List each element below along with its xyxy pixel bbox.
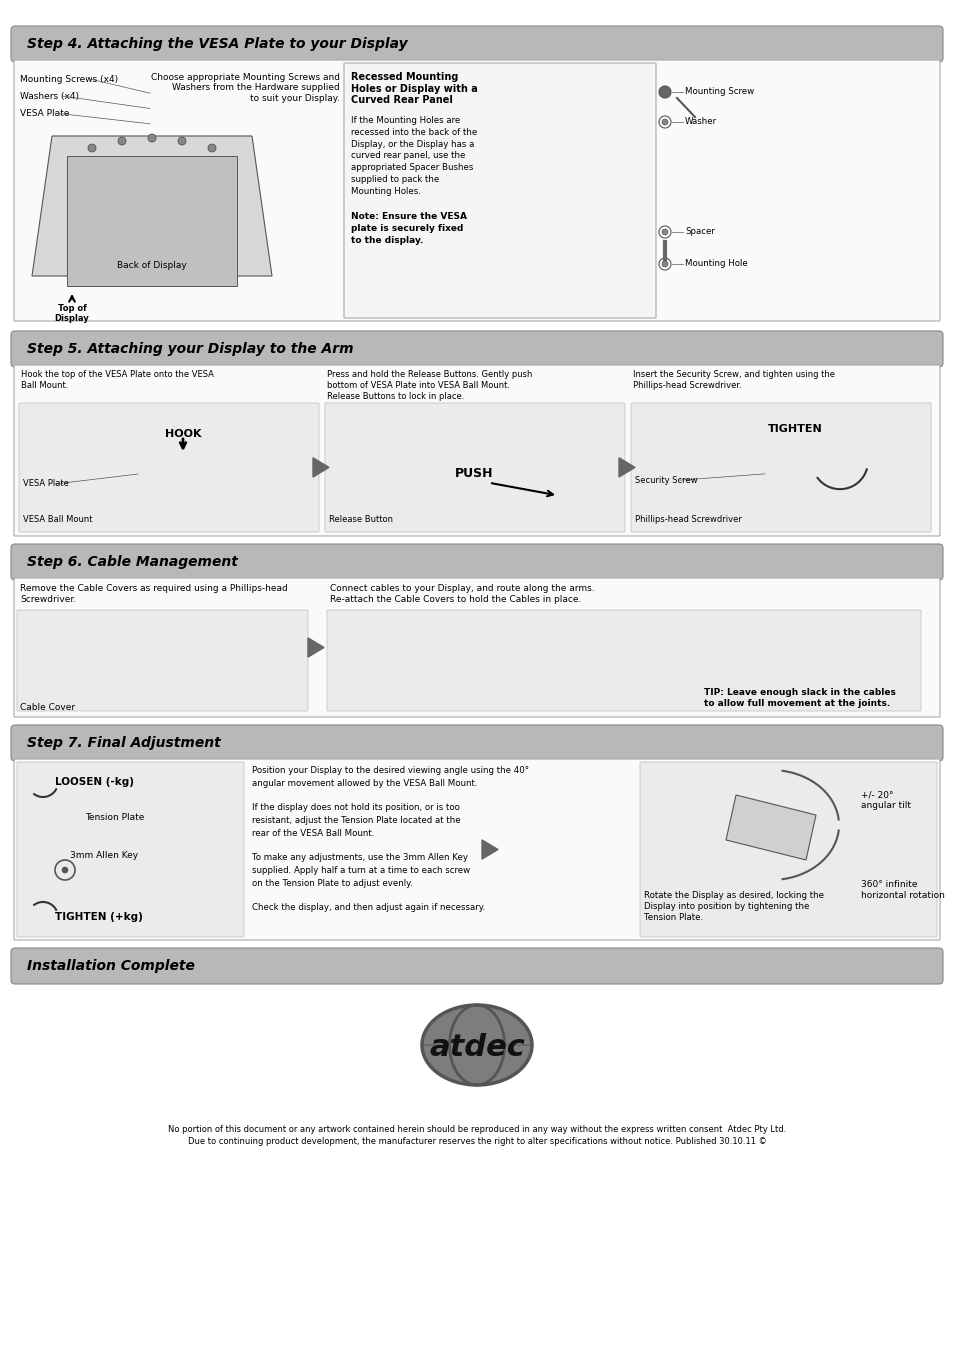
Text: Insert the Security Screw, and tighten using the
Phillips-head Screwdriver.: Insert the Security Screw, and tighten u… [633, 370, 834, 390]
FancyBboxPatch shape [344, 63, 656, 319]
Text: Step 4. Attaching the VESA Plate to your Display: Step 4. Attaching the VESA Plate to your… [27, 36, 407, 51]
Text: PUSH: PUSH [455, 467, 493, 481]
Text: TIGHTEN (+kg): TIGHTEN (+kg) [55, 913, 143, 922]
Text: Mounting Hole: Mounting Hole [684, 259, 747, 269]
FancyBboxPatch shape [14, 59, 939, 321]
Text: Position your Display to the desired viewing angle using the 40°
angular movemen: Position your Display to the desired vie… [252, 765, 529, 913]
Text: Recessed Mounting
Holes or Display with a
Curved Rear Panel: Recessed Mounting Holes or Display with … [351, 72, 477, 105]
Text: +/- 20°
angular tilt: +/- 20° angular tilt [861, 790, 910, 810]
Text: Connect cables to your Display, and route along the arms.
Re-attach the Cable Co: Connect cables to your Display, and rout… [330, 585, 594, 603]
Text: Step 6. Cable Management: Step 6. Cable Management [27, 555, 237, 568]
Text: Press and hold the Release Buttons. Gently push
bottom of VESA Plate into VESA B: Press and hold the Release Buttons. Gent… [327, 370, 532, 401]
Text: Top of
Display: Top of Display [54, 304, 90, 324]
Circle shape [659, 116, 670, 128]
FancyBboxPatch shape [11, 725, 942, 761]
Text: HOOK: HOOK [165, 429, 201, 439]
Text: Phillips-head Screwdriver: Phillips-head Screwdriver [635, 514, 741, 524]
Polygon shape [618, 458, 635, 477]
Text: Step 5. Attaching your Display to the Arm: Step 5. Attaching your Display to the Ar… [27, 342, 354, 356]
Text: LOOSEN (-kg): LOOSEN (-kg) [55, 778, 133, 787]
Text: VESA Ball Mount: VESA Ball Mount [23, 514, 92, 524]
Text: Security Screw: Security Screw [635, 475, 697, 485]
FancyBboxPatch shape [14, 759, 939, 940]
FancyBboxPatch shape [327, 610, 920, 711]
Text: Tension Plate: Tension Plate [85, 814, 144, 822]
Text: 3mm Allen Key: 3mm Allen Key [70, 850, 138, 860]
Text: Installation Complete: Installation Complete [27, 958, 194, 973]
Polygon shape [421, 1004, 532, 1085]
Text: Cable Cover: Cable Cover [20, 703, 75, 713]
Polygon shape [67, 157, 236, 286]
Circle shape [208, 144, 215, 153]
Text: Release Button: Release Button [329, 514, 393, 524]
Polygon shape [313, 458, 329, 477]
Circle shape [659, 225, 670, 238]
Circle shape [62, 867, 68, 873]
FancyBboxPatch shape [11, 948, 942, 984]
FancyBboxPatch shape [14, 578, 939, 717]
Text: Spacer: Spacer [684, 228, 714, 236]
Polygon shape [32, 136, 272, 275]
Circle shape [88, 144, 96, 153]
Circle shape [118, 136, 126, 144]
FancyBboxPatch shape [11, 544, 942, 580]
Text: Back of Display: Back of Display [117, 262, 187, 270]
FancyBboxPatch shape [17, 761, 244, 937]
Polygon shape [308, 639, 324, 657]
Text: VESA Plate: VESA Plate [20, 108, 70, 117]
FancyBboxPatch shape [19, 404, 318, 532]
Circle shape [659, 258, 670, 270]
Polygon shape [421, 1004, 532, 1045]
Text: No portion of this document or any artwork contained herein should be reproduced: No portion of this document or any artwo… [168, 1125, 785, 1146]
Circle shape [661, 230, 667, 235]
FancyBboxPatch shape [17, 610, 308, 711]
Text: Step 7. Final Adjustment: Step 7. Final Adjustment [27, 736, 220, 751]
Circle shape [661, 261, 667, 267]
Polygon shape [481, 840, 497, 859]
Text: Choose appropriate Mounting Screws and
Washers from the Hardware supplied
to sui: Choose appropriate Mounting Screws and W… [151, 73, 339, 103]
Text: Remove the Cable Covers as required using a Phillips-head
Screwdriver.: Remove the Cable Covers as required usin… [20, 585, 288, 603]
Text: atdec: atdec [429, 1034, 524, 1062]
Text: VESA Plate: VESA Plate [23, 479, 69, 489]
Text: TIP: Leave enough slack in the cables
to allow full movement at the joints.: TIP: Leave enough slack in the cables to… [703, 688, 895, 709]
FancyBboxPatch shape [11, 331, 942, 367]
FancyBboxPatch shape [11, 26, 942, 62]
Text: Note: Ensure the VESA
plate is securely fixed
to the display.: Note: Ensure the VESA plate is securely … [351, 212, 467, 244]
Circle shape [659, 86, 670, 99]
Text: 360° infinite
horizontal rotation: 360° infinite horizontal rotation [861, 880, 943, 900]
Circle shape [178, 136, 186, 144]
Circle shape [661, 119, 667, 126]
Text: Rotate the Display as desired, locking the
Display into position by tightening t: Rotate the Display as desired, locking t… [643, 891, 823, 922]
Text: Mounting Screw: Mounting Screw [684, 88, 753, 96]
Text: Washers (x4): Washers (x4) [20, 92, 79, 100]
Polygon shape [725, 795, 815, 860]
FancyBboxPatch shape [630, 404, 930, 532]
Text: Mounting Screws (x4): Mounting Screws (x4) [20, 74, 118, 84]
FancyBboxPatch shape [639, 761, 936, 937]
Circle shape [148, 134, 156, 142]
FancyBboxPatch shape [325, 404, 624, 532]
Text: Washer: Washer [684, 117, 717, 127]
Text: TIGHTEN: TIGHTEN [767, 424, 821, 433]
Text: Hook the top of the VESA Plate onto the VESA
Ball Mount.: Hook the top of the VESA Plate onto the … [21, 370, 213, 390]
Text: If the Mounting Holes are
recessed into the back of the
Display, or the Display : If the Mounting Holes are recessed into … [351, 116, 476, 196]
FancyBboxPatch shape [14, 364, 939, 536]
